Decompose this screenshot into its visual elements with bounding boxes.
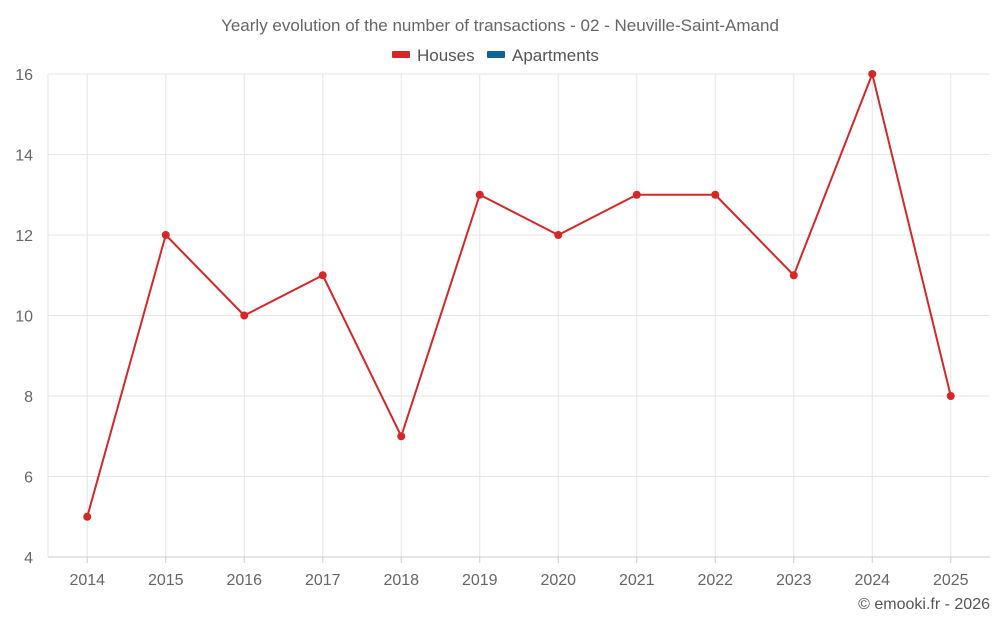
data-point-houses[interactable] [632,190,641,199]
legend-item-apartments[interactable]: Apartments [487,46,599,65]
x-axis-ticks: 2014 2015 2016 2017 2018 2019 2020 2021 2022 2023… [69,557,969,589]
data-point-houses[interactable] [946,392,955,400]
x-tick-label: 2024 [854,572,890,589]
legend-label-apartments: Apartments [512,46,599,65]
x-tick-label: 2014 [69,572,105,589]
grid [48,73,990,557]
data-point-houses[interactable] [475,190,484,199]
credits-text: © emooki.fr - 2026 [858,596,990,613]
legend-swatch-apartments [487,51,505,58]
data-point-houses[interactable] [789,271,798,280]
y-tick-label: 4 [24,550,33,567]
x-tick-label: 2017 [305,572,341,589]
x-tick-label: 2016 [226,572,262,589]
y-tick-label: 8 [24,389,33,406]
x-tick-label: 2025 [933,572,969,589]
y-axis-ticks: 4 6 8 10 12 14 16 [15,67,33,567]
legend-item-houses[interactable]: Houses [392,46,475,65]
x-tick-label: 2022 [697,572,733,589]
y-tick-label: 14 [15,148,33,165]
x-tick-label: 2015 [148,572,184,589]
data-point-houses[interactable] [397,432,406,441]
legend-swatch-houses [392,51,410,58]
data-point-houses[interactable] [161,231,170,239]
x-tick-label: 2020 [540,572,576,589]
y-tick-label: 16 [15,67,33,84]
legend: Houses Apartments [392,46,599,65]
y-tick-label: 12 [15,228,33,245]
chart-title: Yearly evolution of the number of transa… [221,16,779,35]
x-tick-label: 2023 [776,572,812,589]
x-tick-label: 2018 [383,572,419,589]
x-tick-label: 2021 [619,572,655,589]
data-point-houses[interactable] [240,311,249,320]
series-layer [83,70,955,521]
data-point-houses[interactable] [868,70,877,78]
y-tick-label: 10 [15,309,33,326]
data-point-houses[interactable] [711,190,720,199]
x-tick-label: 2019 [462,572,498,589]
y-tick-label: 6 [24,470,33,487]
data-point-houses[interactable] [318,271,327,280]
series-line-houses [86,73,952,518]
axes [47,74,990,558]
data-point-houses[interactable] [83,512,92,521]
data-point-houses[interactable] [554,231,563,239]
legend-label-houses: Houses [417,46,475,65]
